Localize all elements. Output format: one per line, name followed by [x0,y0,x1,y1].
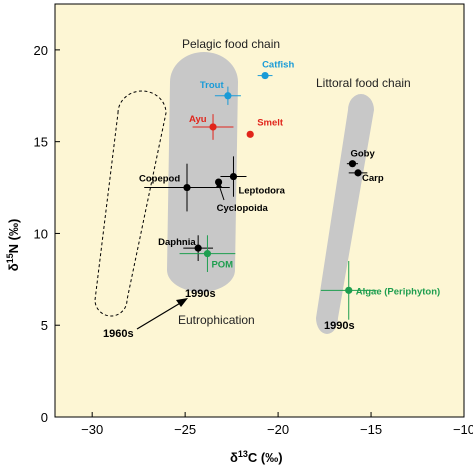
label-leptodora: Leptodora [238,186,285,197]
label-daphnia: Daphnia [158,237,196,248]
label-copepod: Copepod [139,174,180,185]
pelagic-1990s-label: 1990s [185,288,216,300]
label-trout: Trout [200,80,225,91]
1960s-label: 1960s [103,328,134,340]
point-carp: Carp [348,169,384,184]
eutrophication-arrow [136,298,188,330]
label-cyclopoida: Cyclopoida [217,203,269,214]
label-algae-periphyton: Algae (Periphyton) [356,286,440,297]
marker-carp [354,169,362,177]
label-carp: Carp [362,173,384,184]
x-tick-label-20: −20 [267,422,289,437]
x-tick-label-15: −15 [360,422,382,437]
point-pom: POM [179,235,236,272]
y-tick-label-15: 15 [34,135,48,150]
marker-trout [224,92,232,100]
y-axis: 0 5 10 15 20 [34,43,60,425]
plot-background [55,4,464,417]
label-smelt: Smelt [257,117,284,128]
y-tick-label-5: 5 [41,318,48,333]
marker-daphnia [194,244,202,252]
point-leptodora: Leptodora [220,156,286,197]
marker-ayu [209,123,217,131]
marker-copepod [183,183,191,192]
x-tick-label-25: −25 [174,422,196,437]
littoral-region [316,94,374,334]
pelagic-region [167,52,238,292]
marker-goby [348,160,357,168]
point-smelt: Smelt [246,117,284,138]
point-goby: Goby [346,149,375,168]
point-copepod: Copepod [139,163,230,212]
plot-frame [54,3,465,418]
y-axis-label: δ15N (‰) [5,219,21,272]
marker-smelt [246,130,254,138]
point-trout: Trout [200,80,241,105]
label-goby: Goby [350,149,375,160]
y-tick-label-0: 0 [41,410,48,425]
point-ayu: Ayu [189,114,234,140]
littoral-food-chain-label: Littoral food chain [316,76,411,90]
x-tick-label-30: −30 [81,422,103,437]
label-pom: POM [211,260,233,271]
food-chain-regions [94,52,374,334]
littoral-1990s-label: 1990s [324,320,355,332]
1960s-region [94,90,167,317]
label-catfish: Catfish [262,60,294,71]
pelagic-food-chain-label: Pelagic food chain [182,37,280,51]
x-axis-label: δ13C (‰) [230,449,283,465]
marker-pom [203,250,212,258]
label-ayu: Ayu [189,114,207,125]
eutrophication-label: Eutrophication [178,313,255,327]
point-daphnia: Daphnia [158,235,214,261]
marker-algae-periphyton [345,286,353,294]
y-tick-label-20: 20 [34,43,48,58]
data-points: Catfish Trout Ayu Smelt Copepod Leptodora Cycl… [139,60,440,320]
marker-leptodora [229,172,238,181]
point-catfish: Catfish [257,60,294,80]
x-tick-label-10: −10 [453,422,473,437]
marker-catfish [261,71,269,80]
x-axis: −30 −25 −20 −15 −10 [81,412,473,437]
point-algae-periphyton: Algae (Periphyton) [320,260,440,320]
marker-cyclopoida [215,178,223,186]
y-tick-label-10: 10 [34,226,48,241]
point-cyclopoida: Cyclopoida [215,178,269,214]
